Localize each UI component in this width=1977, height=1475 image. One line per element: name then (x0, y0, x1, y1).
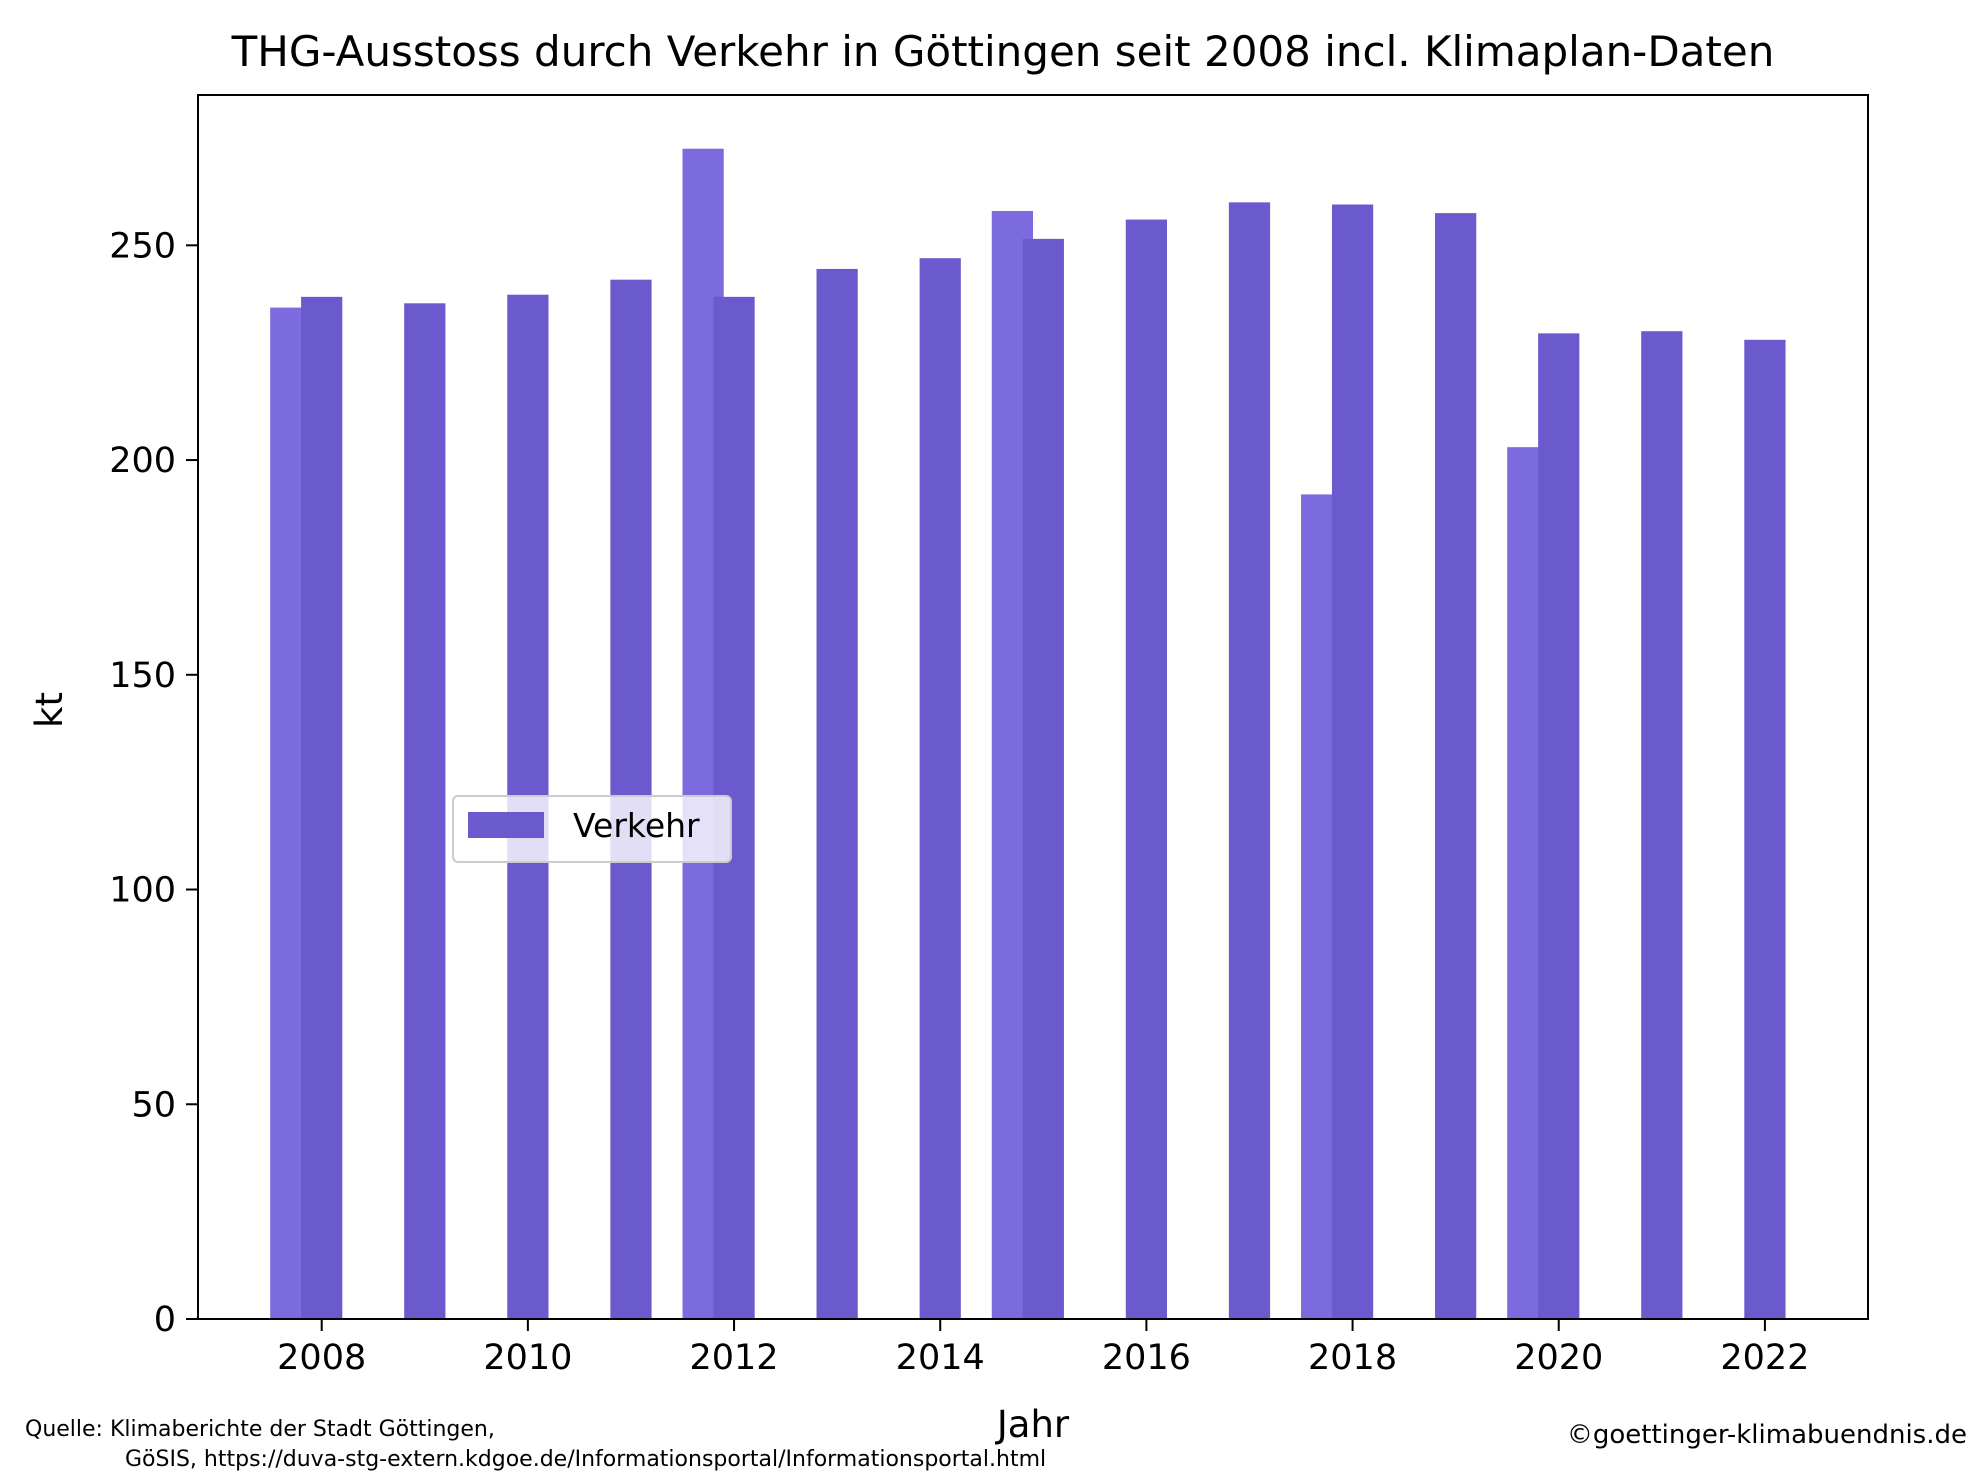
y-tick-label: 200 (109, 441, 176, 481)
bar-verkehr-2020 (1538, 333, 1580, 1319)
bar-verkehr-2015 (1022, 238, 1064, 1320)
legend-label: Verkehr (573, 806, 700, 845)
y-tick-label: 0 (154, 1300, 176, 1340)
copyright-note: ©goettinger-klimabuendnis.de (1566, 1420, 1967, 1450)
y-tick-label: 50 (131, 1085, 176, 1125)
x-tick-label: 2020 (1514, 1338, 1603, 1378)
x-tick-label: 2018 (1308, 1338, 1397, 1378)
bar-verkehr-2017 (1228, 202, 1271, 1320)
bar-verkehr-2014 (919, 258, 961, 1320)
bars (270, 148, 1786, 1320)
bar-verkehr-2008 (301, 296, 343, 1319)
bar-verkehr-2019 (1435, 213, 1477, 1320)
chart-title: THG-Ausstoss durch Verkehr in Göttingen … (231, 27, 1775, 76)
x-axis-label: Jahr (995, 1403, 1070, 1446)
legend-swatch (468, 812, 544, 838)
x-axis: 2008 2010 2012 2014 2016 2018 2020 2022 (277, 1319, 1809, 1378)
x-tick-label: 2022 (1720, 1338, 1809, 1378)
y-tick-label: 100 (109, 871, 176, 911)
bar-verkehr-2013 (816, 268, 858, 1320)
y-axis-label: kt (28, 692, 71, 728)
source-note: Quelle: Klimaberichte der Stadt Göttinge… (25, 1415, 1046, 1475)
bar-verkehr-2016 (1125, 219, 1168, 1319)
legend: Verkehr (452, 795, 732, 863)
source-line-2: GöSIS, https://duva-stg-extern.kdgoe.de/… (125, 1447, 1047, 1472)
x-tick-label: 2012 (690, 1338, 779, 1378)
bar-verkehr-2018 (1331, 204, 1374, 1320)
x-tick-label: 2010 (483, 1338, 572, 1378)
bar-verkehr-2009 (404, 303, 446, 1319)
plot-frame (197, 94, 1869, 1320)
bar-verkehr-2021 (1641, 331, 1683, 1319)
y-tick-label: 150 (109, 656, 176, 696)
source-line-1: Quelle: Klimaberichte der Stadt Göttinge… (25, 1417, 495, 1442)
bar-verkehr-2022 (1744, 339, 1786, 1319)
x-tick-label: 2008 (277, 1338, 366, 1378)
x-tick-label: 2016 (1102, 1338, 1191, 1378)
y-axis: 0 50 100 150 200 250 (109, 226, 198, 1340)
x-tick-label: 2014 (896, 1338, 985, 1378)
y-tick-label: 250 (109, 226, 176, 266)
